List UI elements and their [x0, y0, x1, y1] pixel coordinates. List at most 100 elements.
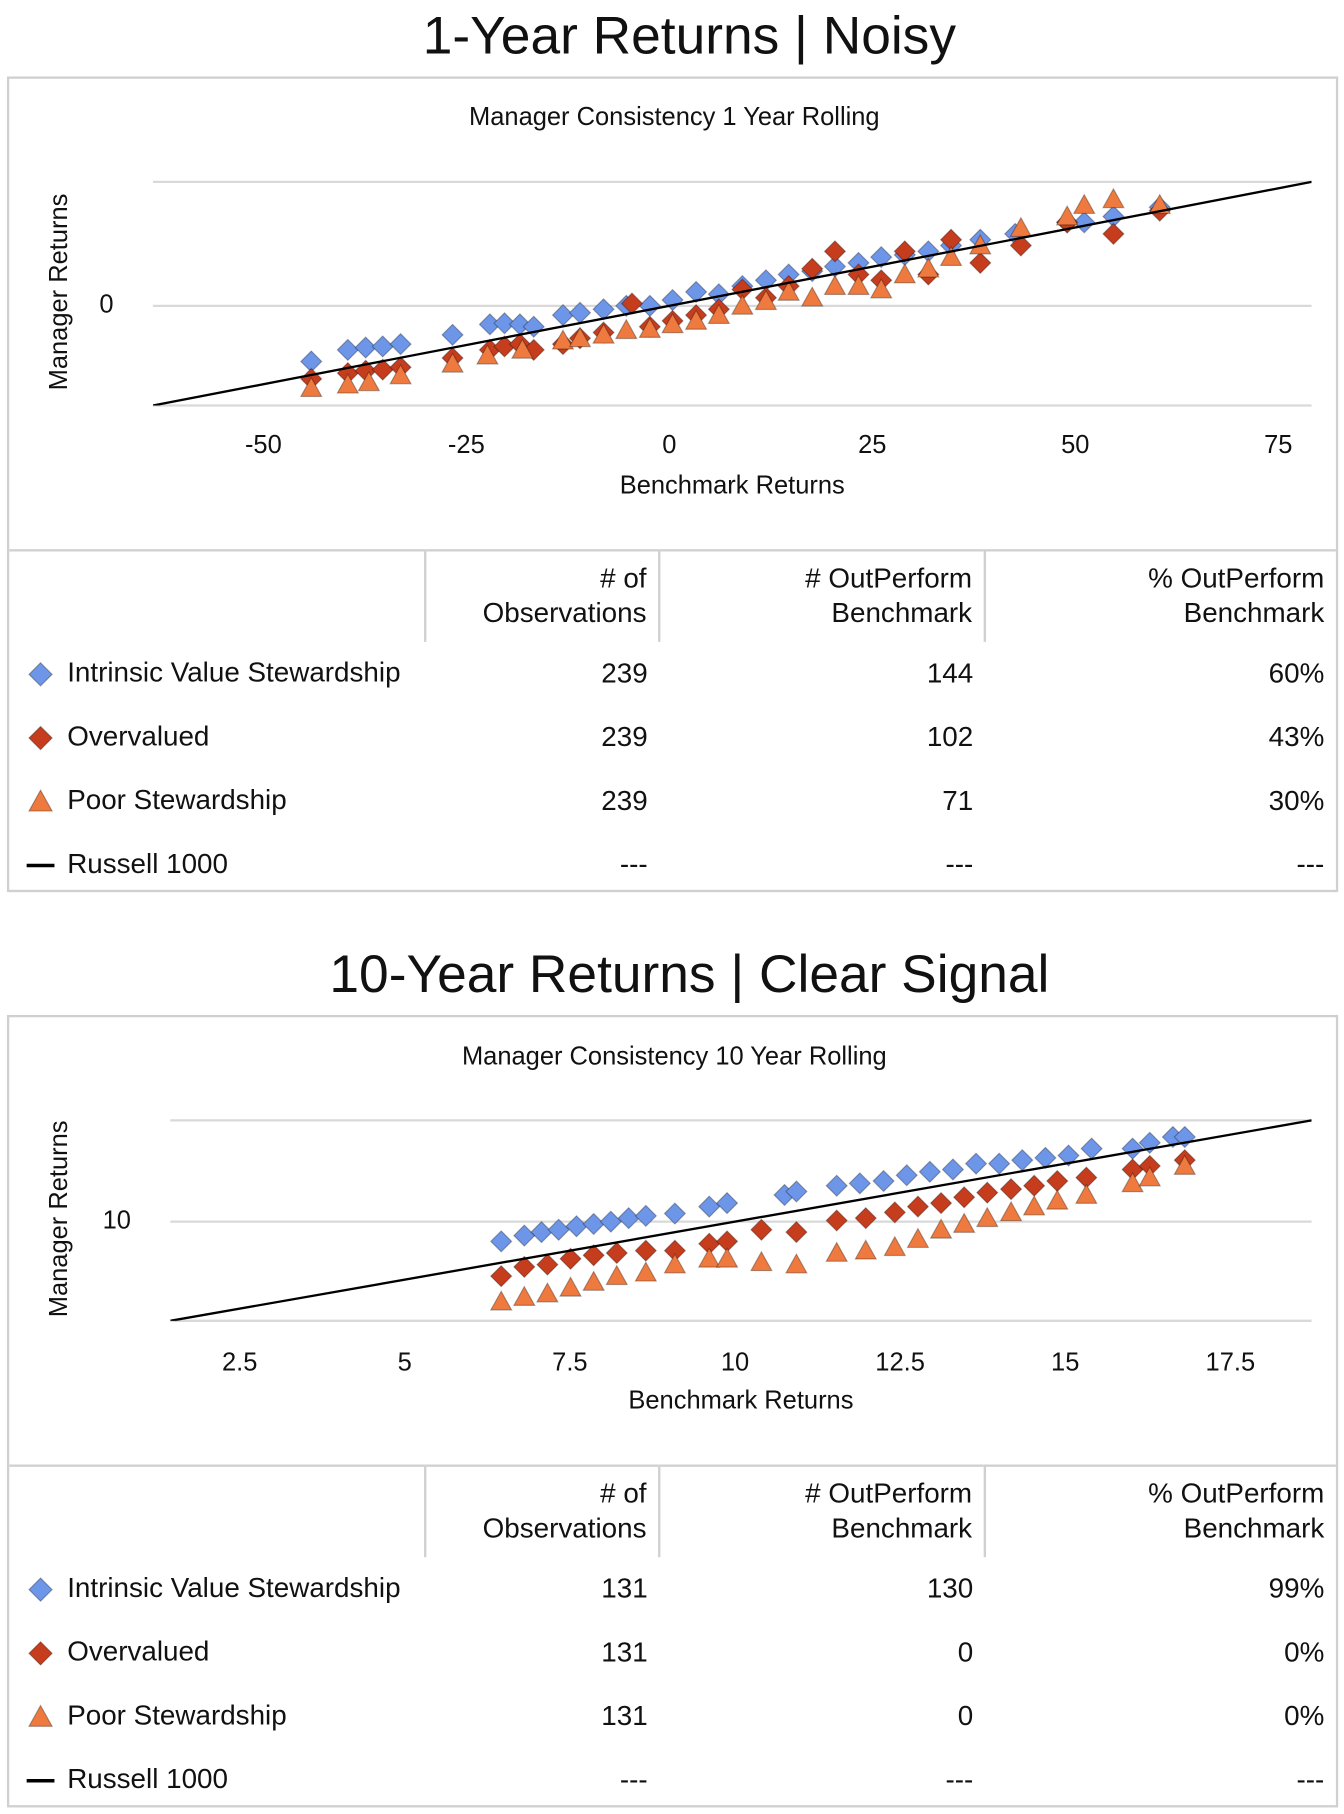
table-cell: --- [1296, 1764, 1325, 1796]
point [559, 1247, 582, 1271]
point [823, 240, 847, 263]
column-header: # OutPerform Benchmark [658, 1465, 985, 1558]
point [749, 1250, 773, 1272]
legend-icon [28, 1576, 53, 1602]
table-cell: 239 [601, 784, 648, 817]
point [1009, 216, 1033, 238]
point [530, 1220, 553, 1244]
point [1011, 1148, 1034, 1172]
point [906, 1227, 930, 1248]
point [638, 317, 662, 338]
point [684, 309, 708, 330]
column-header: % OutPerform Benchmark [983, 1465, 1336, 1558]
column-header-text: % OutPerform Benchmark [1148, 1478, 1325, 1545]
series-name: Poor Stewardship [67, 784, 287, 816]
point [599, 1210, 623, 1233]
table-cell: 239 [601, 657, 648, 689]
point [1102, 222, 1125, 246]
point [1072, 193, 1096, 215]
y-axis-label: Manager Returns [45, 1120, 73, 1317]
table-cell: 0% [1284, 1636, 1325, 1668]
point [582, 1212, 605, 1236]
point [565, 1215, 588, 1238]
row-name: Russell 1000 [9, 833, 425, 897]
y-axis-label: Manager Returns [45, 194, 73, 391]
point [906, 1195, 930, 1218]
heading: 1-Year Returns | Noisy [422, 4, 956, 65]
point [684, 280, 708, 304]
row-name: Overvalued [9, 1621, 425, 1685]
point [489, 1230, 513, 1253]
point [1057, 1144, 1080, 1167]
point [987, 1152, 1011, 1175]
chart: Manager Consistency 1 Year Rolling Benchm… [45, 103, 1312, 499]
legend-marker [28, 725, 53, 750]
legend-marker [28, 661, 53, 687]
table-cell: 0 [957, 1700, 974, 1732]
point [1138, 1165, 1162, 1187]
point [800, 286, 824, 307]
table-cell: --- [619, 1764, 648, 1796]
table-row: Overvalued 131 0 0% [9, 1621, 1336, 1685]
point [559, 1276, 582, 1297]
chart-title: Manager Consistency 1 Year Rolling [469, 103, 880, 131]
point [975, 1206, 999, 1228]
table-cell: 30% [1268, 784, 1325, 817]
row-name: Poor Stewardship [9, 769, 425, 833]
column-header: # OutPerform Benchmark [658, 550, 985, 642]
column-header-text: # OutPerform Benchmark [805, 563, 973, 630]
point [605, 1241, 629, 1265]
point [825, 1241, 849, 1262]
point [697, 1247, 721, 1268]
table-cell: 130 [926, 1572, 974, 1605]
point [1173, 1154, 1197, 1175]
point [551, 303, 575, 327]
point [634, 1204, 658, 1228]
point [476, 344, 499, 365]
series-name: Overvalued [67, 1635, 210, 1668]
point [1074, 1183, 1098, 1204]
point [893, 262, 917, 284]
point [750, 1218, 773, 1242]
chart-title: Manager Consistency 10 Year Rolling [462, 1043, 887, 1071]
point [715, 1247, 739, 1268]
point [614, 318, 638, 340]
x-tick-label: 17.5 [1206, 1348, 1256, 1376]
point [1121, 1137, 1144, 1160]
row-name: Russell 1000 [9, 1748, 425, 1812]
point [547, 1218, 570, 1242]
point [513, 1224, 536, 1247]
point [441, 352, 464, 373]
point [883, 1201, 907, 1224]
table-row: Poor Stewardship 131 0 0% [9, 1685, 1336, 1749]
x-tick-label: 5 [398, 1348, 412, 1376]
point [1022, 1174, 1046, 1197]
table-row: Russell 1000 --- --- --- [9, 833, 1336, 897]
column-header: # of Observations [424, 1465, 660, 1558]
x-axis-label: Benchmark Returns [620, 471, 845, 499]
point [785, 1220, 808, 1244]
point [939, 245, 963, 267]
legend-icon [26, 1778, 55, 1782]
legend-icon [28, 661, 53, 687]
point [663, 1202, 687, 1225]
series-name: Russell 1000 [67, 847, 228, 880]
legend-icon [27, 788, 54, 812]
point [872, 1169, 895, 1193]
chart: Manager Consistency 10 Year Rolling Bench… [45, 1043, 1312, 1415]
point [952, 1186, 976, 1209]
point [441, 323, 464, 347]
point [854, 1239, 878, 1260]
point [389, 363, 412, 385]
point [617, 1206, 640, 1230]
table-cell: 0% [1284, 1700, 1325, 1732]
point [976, 1181, 999, 1204]
point [512, 1285, 536, 1306]
point [869, 245, 893, 269]
x-tick-label: 0 [662, 431, 676, 459]
x-tick-label: 25 [858, 431, 886, 459]
series-name: Overvalued [67, 720, 210, 752]
row-name: Overvalued [9, 706, 425, 770]
point [964, 1152, 988, 1175]
x-axis-label: Benchmark Returns [628, 1387, 853, 1415]
